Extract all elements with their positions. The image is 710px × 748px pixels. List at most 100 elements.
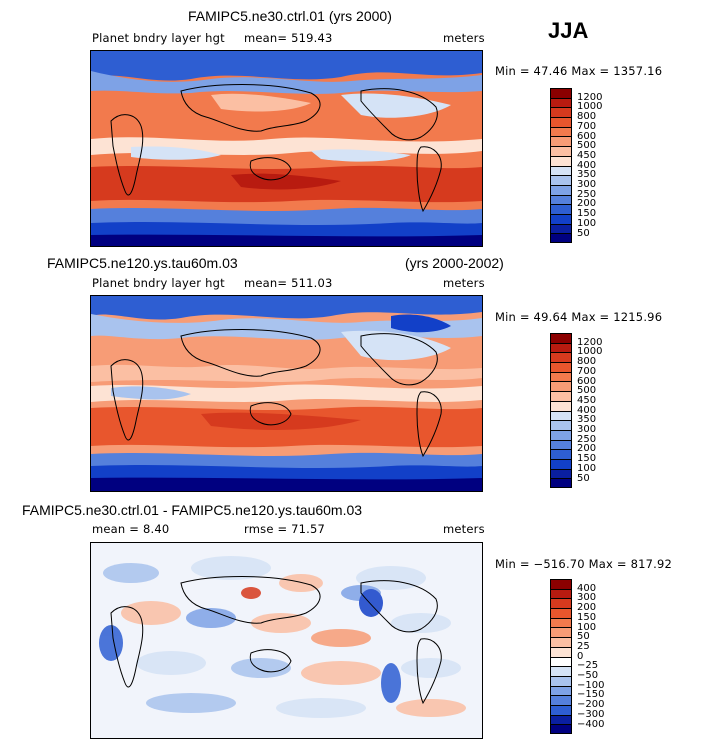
colorbar-box: [550, 666, 572, 676]
colorbar-label: 600: [577, 130, 597, 142]
colorbar-box: [550, 579, 572, 589]
colorbar-label: 400: [577, 404, 597, 416]
colorbar-box: [550, 233, 572, 243]
panel2-variable: Planet bndry layer hgt: [92, 276, 225, 290]
colorbar-label: 300: [577, 179, 597, 190]
colorbar-box: [550, 136, 572, 147]
colorbar-label: 100: [577, 462, 597, 474]
colorbar-label: −300: [577, 708, 605, 720]
colorbar-box: [550, 155, 572, 166]
colorbar-box: [550, 646, 572, 657]
colorbar-box: [550, 175, 572, 185]
colorbar-box: [550, 449, 572, 459]
colorbar-box: [550, 675, 572, 686]
colorbar-box: [550, 410, 572, 421]
colorbar-box: [550, 724, 572, 734]
colorbar-box: [550, 588, 572, 599]
colorbar-box: [550, 478, 572, 488]
panel1-title: FAMIPC5.ne30.ctrl.01 (yrs 2000): [188, 8, 392, 24]
colorbar-label: 350: [577, 169, 597, 181]
colorbar-label: 200: [577, 198, 597, 210]
colorbar-box: [550, 204, 572, 214]
colorbar-label: 250: [577, 188, 597, 200]
colorbar-label: 0: [577, 650, 584, 662]
colorbar-label: 1000: [577, 101, 603, 113]
colorbar-label: 300: [577, 592, 597, 604]
colorbar-box: [550, 637, 572, 647]
colorbar-label: 100: [577, 621, 597, 633]
panel3-map: [90, 542, 483, 739]
colorbar-label: 800: [577, 356, 597, 368]
panel2-colorbar: [550, 333, 572, 488]
colorbar-label: 150: [577, 208, 597, 220]
colorbar-box: [550, 126, 572, 137]
colorbar-label: −400: [577, 718, 605, 730]
colorbar-label: 100: [577, 217, 597, 229]
colorbar-box: [550, 714, 572, 725]
colorbar-label: 200: [577, 443, 597, 455]
colorbar-label: 800: [577, 111, 597, 123]
panel3-mean: mean = 8.40: [92, 522, 170, 536]
panel1-units: meters: [443, 31, 485, 45]
colorbar-box: [550, 362, 572, 372]
colorbar-box: [550, 146, 572, 156]
colorbar-label: −50: [577, 670, 599, 681]
colorbar-label: 450: [577, 394, 597, 406]
colorbar-label: 50: [577, 631, 590, 643]
colorbar-label: 450: [577, 149, 597, 161]
colorbar-box: [550, 194, 572, 205]
panel1-minmax: Min = 47.46 Max = 1357.16: [495, 64, 663, 78]
panel3-colorbar: [550, 579, 572, 734]
colorbar-label: 200: [577, 602, 597, 614]
colorbar-box: [550, 184, 572, 195]
colorbar-box: [550, 439, 572, 450]
panel2-mean: mean= 511.03: [244, 276, 333, 290]
colorbar-label: 25: [577, 640, 590, 652]
panel1-colorbar: [550, 88, 572, 243]
colorbar-box: [550, 656, 572, 667]
colorbar-label: 300: [577, 424, 597, 435]
colorbar-label: 350: [577, 414, 597, 426]
colorbar-box: [550, 704, 572, 715]
colorbar-label: 150: [577, 453, 597, 465]
colorbar-box: [550, 97, 572, 108]
colorbar-box: [550, 598, 572, 609]
colorbar-box: [550, 468, 572, 479]
panel2-map: [90, 295, 483, 492]
colorbar-label: 600: [577, 375, 597, 387]
colorbar-box: [550, 685, 572, 696]
colorbar-label: 700: [577, 120, 597, 132]
panel3-units: meters: [443, 522, 485, 536]
colorbar-label: 1200: [577, 336, 603, 348]
colorbar-box: [550, 429, 572, 440]
colorbar-label: 150: [577, 611, 597, 623]
panel1-mean: mean= 519.43: [244, 31, 333, 45]
colorbar-box: [550, 371, 572, 382]
colorbar-box: [550, 352, 572, 363]
colorbar-label: 1000: [577, 346, 603, 358]
colorbar-box: [550, 420, 572, 430]
panel2-title-years: (yrs 2000-2002): [405, 255, 504, 271]
colorbar-box: [550, 458, 572, 469]
colorbar-box: [550, 213, 572, 224]
colorbar-label: 1200: [577, 91, 603, 103]
panel1-map: [90, 50, 483, 247]
colorbar-box: [550, 400, 572, 411]
colorbar-label: 700: [577, 365, 597, 377]
panel2-minmax: Min = 49.64 Max = 1215.96: [495, 310, 663, 324]
colorbar-box: [550, 695, 572, 705]
colorbar-box: [550, 165, 572, 176]
panel1-variable: Planet bndry layer hgt: [92, 31, 225, 45]
colorbar-box: [550, 627, 572, 638]
colorbar-label: 400: [577, 159, 597, 171]
colorbar-box: [550, 88, 572, 98]
colorbar-label: 500: [577, 140, 597, 152]
colorbar-box: [550, 608, 572, 618]
colorbar-box: [550, 381, 572, 392]
colorbar-box: [550, 333, 572, 343]
colorbar-label: −200: [577, 699, 605, 711]
colorbar-box: [550, 223, 572, 234]
colorbar-box: [550, 617, 572, 628]
colorbar-label: −150: [577, 689, 605, 701]
colorbar-label: −25: [577, 660, 599, 672]
